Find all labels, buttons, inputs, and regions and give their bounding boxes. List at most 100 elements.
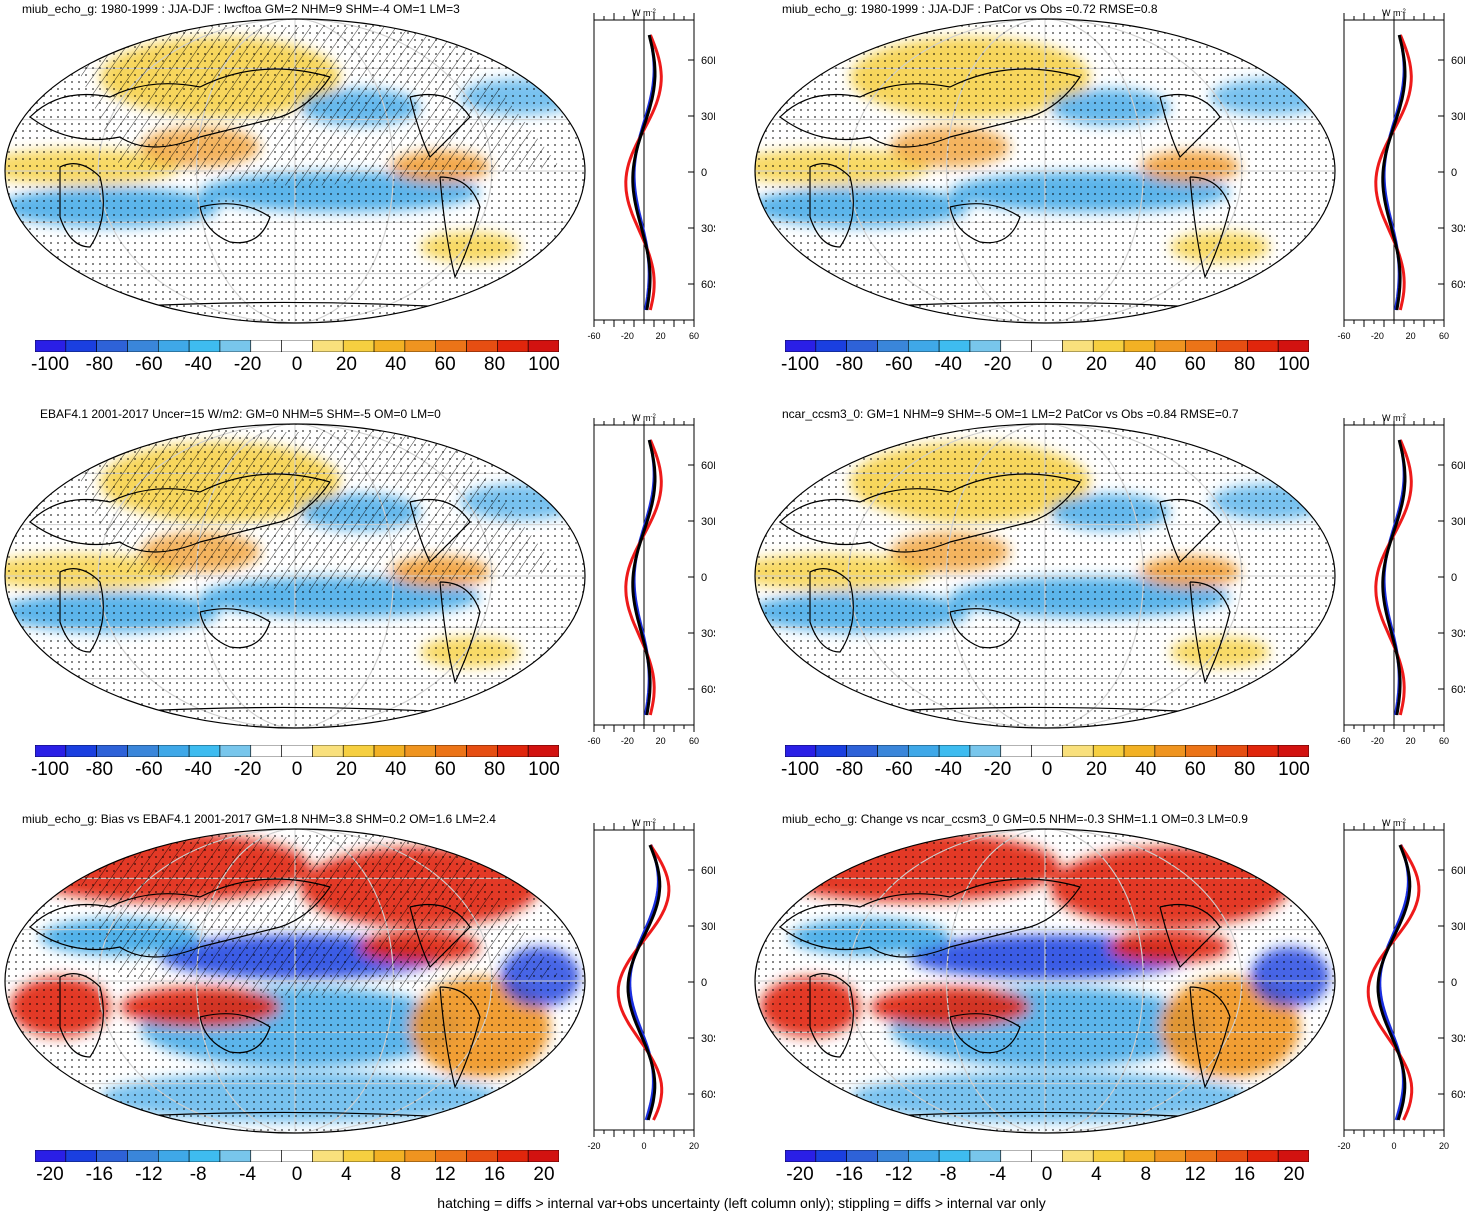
units-label: W m-2 [632, 818, 656, 828]
colorbar-swatch [404, 745, 437, 757]
colorbar-swatch [969, 1150, 1002, 1162]
zonal-mean-plot: W m-2 -60 -20 20 60 60N 30N 0 30S 60S [1337, 8, 1465, 340]
latitude-label: 60S [701, 684, 715, 696]
latitude-label: 60N [1451, 55, 1465, 67]
colorbar-labels: -100 -80 -60 -40 -20 0 20 40 60 80 100 [781, 759, 1310, 783]
colorbar-swatch [1154, 340, 1187, 352]
colorbar-swatch [969, 340, 1002, 352]
colorbar-tick-label: 20 [1085, 354, 1107, 375]
colorbar-tick-label: 20 [1085, 759, 1107, 780]
zonal-line-red [1366, 844, 1421, 1121]
colorbar-tick-label: 20 [533, 1164, 555, 1185]
colorbar-swatch [373, 745, 406, 757]
colorbar-tick-label: -60 [885, 354, 913, 375]
colorbar-swatch [35, 745, 67, 757]
robinson-map [754, 828, 1336, 1134]
zonal-line-black [1376, 844, 1412, 1121]
colorbar-swatch [497, 1150, 529, 1162]
colorbar-swatch [404, 340, 437, 352]
zonal-line-red [624, 439, 663, 716]
colorbar-tick-label: 100 [1278, 759, 1310, 780]
zonal-line-red [624, 34, 663, 311]
colorbar-swatch [1277, 340, 1309, 352]
colorbar-swatch [65, 745, 97, 757]
colorbar-labels: -100 -80 -60 -40 -20 0 20 40 60 80 100 [781, 354, 1310, 378]
colorbar-tick-label: 8 [1140, 1164, 1152, 1185]
colorbar-swatch [65, 340, 97, 352]
zonal-line-black [626, 844, 662, 1121]
colorbar-swatch [157, 340, 190, 352]
colorbar-swatch [281, 745, 313, 757]
zonal-x-tick-label: 0 [641, 1141, 646, 1150]
latitude-label: 0 [701, 572, 707, 584]
colorbar-swatch [219, 745, 252, 757]
zonal-mean-plot: W m-2 -20 0 20 60N 30N 0 30S 60S [587, 818, 715, 1150]
colorbar-swatch [846, 340, 878, 352]
latitude-label: 30N [1451, 516, 1465, 528]
colorbar-tick-label: 0 [1041, 1164, 1053, 1185]
zonal-x-tick-label: 20 [1406, 331, 1416, 340]
colorbar-swatch [342, 1150, 375, 1162]
map-panel: miub_echo_g: 1980-1999 : JJA-DJF : lwcft… [0, 0, 735, 400]
colorbar [35, 1150, 559, 1162]
panel-title: ncar_ccsm3_0: GM=1 NHM=9 SHM=-5 OM=1 LM=… [782, 407, 1239, 421]
zonal-x-tick-label: 0 [1391, 1141, 1396, 1150]
robinson-map [4, 18, 586, 324]
panel-title: miub_echo_g: Change vs ncar_ccsm3_0 GM=0… [782, 812, 1248, 826]
colorbar-swatch [466, 745, 498, 757]
colorbar-swatch [815, 745, 847, 757]
colorbar-tick-label: -60 [135, 354, 163, 375]
zonal-x-tick-label: 60 [1439, 331, 1449, 340]
colorbar-tick-label: 8 [390, 1164, 402, 1185]
latitude-label: 60S [701, 279, 715, 291]
colorbar-swatch [938, 745, 971, 757]
robinson-map [754, 18, 1336, 324]
colorbar-swatch [250, 340, 282, 352]
map-panel: miub_echo_g: 1980-1999 : JJA-DJF : PatCo… [750, 0, 1483, 400]
units-label: W m-2 [632, 8, 656, 18]
units-label: W m-2 [1382, 413, 1406, 423]
colorbar-swatch [1031, 340, 1063, 352]
zonal-x-tick-label: -20 [621, 331, 634, 340]
colorbar-swatch [1062, 340, 1094, 352]
colorbar-tick-label: -40 [184, 354, 212, 375]
colorbar-swatch [127, 745, 159, 757]
colorbar-tick-label: 60 [1184, 354, 1206, 375]
colorbar-swatch [342, 340, 375, 352]
colorbar-tick-label: 20 [335, 354, 357, 375]
colorbar-swatch [1062, 1150, 1094, 1162]
map-panel: ncar_ccsm3_0: GM=1 NHM=9 SHM=-5 OM=1 LM=… [750, 405, 1483, 805]
colorbar-tick-label: -60 [135, 759, 163, 780]
colorbar-tick-label: 60 [434, 759, 456, 780]
latitude-label: 60N [1451, 865, 1465, 877]
colorbar-tick-label: -40 [934, 759, 962, 780]
robinson-map [754, 423, 1336, 729]
colorbar-swatch [1277, 745, 1309, 757]
colorbar-swatch [1216, 1150, 1248, 1162]
colorbar-tick-label: 20 [335, 759, 357, 780]
colorbar-swatch [527, 745, 559, 757]
units-label: W m-2 [632, 413, 656, 423]
latitude-label: 0 [1451, 977, 1457, 989]
latitude-label: 30N [701, 516, 715, 528]
colorbar-swatch [497, 745, 529, 757]
colorbar-swatch [35, 1150, 67, 1162]
colorbar-tick-label: 20 [1283, 1164, 1305, 1185]
colorbar-tick-label: 80 [1234, 354, 1256, 375]
latitude-label: 0 [701, 977, 707, 989]
colorbar-tick-label: -40 [934, 354, 962, 375]
colorbar-swatch [1123, 745, 1156, 757]
colorbar-tick-label: 16 [1234, 1164, 1256, 1185]
colorbar-swatch [96, 745, 128, 757]
colorbar-swatch [1123, 340, 1156, 352]
colorbar-swatch [877, 1150, 909, 1162]
colorbar-swatch [877, 340, 909, 352]
colorbar-swatch [250, 745, 282, 757]
zonal-mean-plot: W m-2 -20 0 20 60N 30N 0 30S 60S [1337, 818, 1465, 1150]
latitude-label: 30N [701, 921, 715, 933]
colorbar-tick-label: -80 [85, 354, 114, 375]
colorbar-swatch [1185, 1150, 1217, 1162]
colorbar-tick-label: -100 [30, 354, 70, 375]
colorbar-swatch [1092, 745, 1125, 757]
zonal-x-tick-label: -20 [587, 1141, 600, 1150]
